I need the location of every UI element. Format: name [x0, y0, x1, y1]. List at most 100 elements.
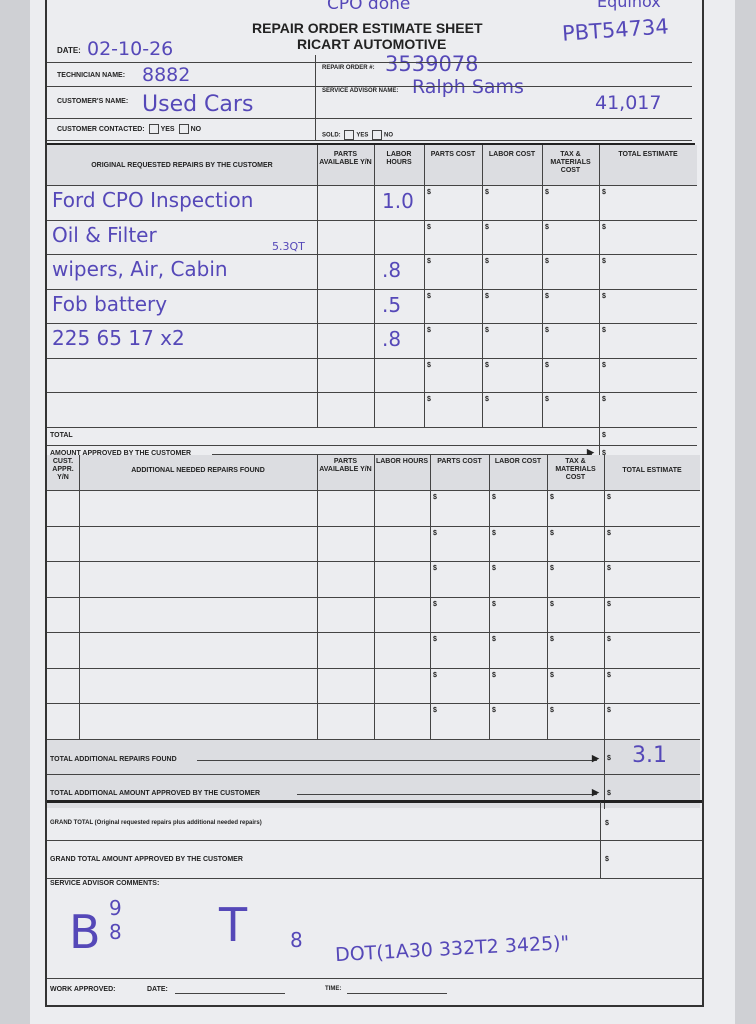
total-additional-found-value: 3.1 — [632, 742, 667, 768]
column-divider — [317, 145, 318, 427]
dollar-sign: $ — [550, 565, 554, 572]
repair-description[interactable]: 225 65 17 x2 — [52, 326, 185, 350]
table-row[interactable] — [47, 561, 700, 597]
row-divider — [47, 703, 700, 704]
repair-note: 5.3QT — [272, 239, 305, 253]
column-divider — [374, 145, 375, 427]
table-row[interactable] — [47, 668, 700, 704]
sold-yes-checkbox[interactable] — [344, 130, 355, 140]
technician-label: TECHNICIAN NAME: — [57, 72, 126, 79]
work-time-field[interactable] — [347, 993, 447, 994]
dollar-sign: $ — [545, 327, 549, 334]
additional-header-row — [47, 455, 700, 490]
original-header-row — [47, 145, 697, 185]
column-divider — [599, 145, 600, 427]
total-additional-found-label: TOTAL ADDITIONAL REPAIRS FOUND — [50, 755, 177, 763]
labor-hours[interactable]: 1.0 — [382, 189, 414, 213]
table-row — [47, 392, 697, 427]
row-divider — [47, 426, 697, 428]
dollar-sign: $ — [427, 292, 431, 300]
dollar-sign: $ — [485, 189, 489, 196]
contacted-yes-checkbox[interactable] — [148, 124, 159, 134]
date-value: 02-10-26 — [87, 38, 174, 60]
contacted-no-checkbox[interactable] — [178, 124, 189, 134]
table-row[interactable] — [47, 490, 700, 526]
grand-total-approved-label: GRAND TOTAL AMOUNT APPROVED BY THE CUSTO… — [50, 856, 243, 863]
technician-value: 8882 — [142, 64, 191, 86]
customer-value: Used Cars — [142, 92, 254, 117]
dollar-sign: $ — [485, 258, 489, 265]
dollar-sign: $ — [607, 494, 611, 501]
table-row[interactable] — [47, 632, 700, 668]
work-time-label: TIME: — [325, 986, 342, 992]
table-row[interactable] — [47, 526, 700, 562]
dollar-sign: $ — [607, 636, 611, 643]
row-divider — [47, 254, 697, 255]
dollar-sign: $ — [602, 258, 606, 265]
dollar-sign: $ — [492, 565, 496, 572]
dollar-sign: $ — [605, 856, 609, 863]
additional-header-2: PARTS AVAILABLE Y/N — [319, 458, 372, 473]
labor-hours[interactable]: .8 — [382, 258, 402, 282]
table-row — [47, 358, 697, 393]
dollar-sign: $ — [607, 754, 611, 762]
labor-hours[interactable]: .8 — [382, 327, 402, 351]
row-divider — [47, 667, 700, 669]
date-label: DATE: — [57, 46, 81, 55]
dollar-sign: $ — [433, 707, 437, 714]
mileage-value: 41,017 — [595, 92, 662, 114]
dollar-sign: $ — [492, 671, 496, 679]
dollar-sign: $ — [602, 327, 606, 334]
labor-hours[interactable]: .5 — [382, 292, 402, 317]
customer-label: CUSTOMER'S NAME: — [57, 98, 129, 105]
dollar-sign: $ — [427, 223, 431, 231]
sold-no-checkbox[interactable] — [372, 130, 383, 140]
advisor-label: SERVICE ADVISOR NAME: — [322, 88, 399, 94]
row-divider — [47, 632, 700, 633]
dollar-sign: $ — [545, 189, 549, 196]
repair-order-value: 3539078 — [385, 52, 479, 76]
row-divider — [47, 288, 697, 290]
dollar-sign: $ — [492, 600, 496, 608]
dollar-sign: $ — [602, 449, 606, 457]
repair-description[interactable]: Ford CPO Inspection — [52, 188, 254, 212]
original-header-6: TOTAL ESTIMATE — [618, 151, 678, 158]
comment-tires: T — [219, 898, 248, 952]
dollar-sign: $ — [427, 361, 431, 369]
dollar-sign: $ — [545, 223, 549, 231]
no-label: NO — [190, 125, 202, 133]
table-row[interactable] — [47, 597, 700, 633]
dollar-sign: $ — [607, 707, 611, 714]
additional-header-4: PARTS COST — [437, 458, 482, 465]
column-divider — [599, 426, 600, 463]
table-row[interactable] — [47, 703, 700, 739]
column-divider — [604, 738, 605, 809]
repair-order-label: REPAIR ORDER #: — [322, 65, 375, 71]
dollar-sign: $ — [485, 361, 489, 369]
contacted-row: CUSTOMER CONTACTED: YES NO — [57, 124, 201, 134]
repair-order-form: CPO done Equinox REPAIR ORDER ESTIMATE S… — [45, 0, 704, 1007]
dollar-sign: $ — [602, 189, 606, 196]
row-divider — [47, 444, 697, 446]
work-date-field[interactable] — [175, 993, 285, 994]
company-name: RICART AUTOMOTIVE — [297, 36, 447, 52]
sold-no-label: NO — [384, 132, 394, 139]
column-divider — [424, 145, 425, 427]
arrow-head: ▶ — [592, 786, 599, 797]
repair-description[interactable]: Fob battery — [52, 291, 168, 316]
comment-brakes-front: 9 — [109, 896, 122, 920]
arrow-line — [197, 759, 597, 761]
row-divider — [47, 392, 697, 393]
dollar-sign: $ — [550, 671, 554, 679]
row-divider — [47, 525, 700, 527]
repair-description[interactable]: wipers, Air, Cabin — [52, 257, 228, 281]
additional-header-6: TAX & MATERIALS COST — [555, 458, 596, 481]
dollar-sign: $ — [433, 565, 437, 572]
original-header-5: TAX & MATERIALS COST — [550, 151, 591, 174]
dollar-sign: $ — [485, 327, 489, 334]
repair-description[interactable]: Oil & Filter — [52, 222, 157, 247]
arrow-line — [297, 793, 597, 795]
dollar-sign: $ — [602, 292, 606, 300]
additional-header-5: LABOR COST — [494, 458, 542, 465]
comment-tires-value: 8 — [290, 928, 303, 952]
